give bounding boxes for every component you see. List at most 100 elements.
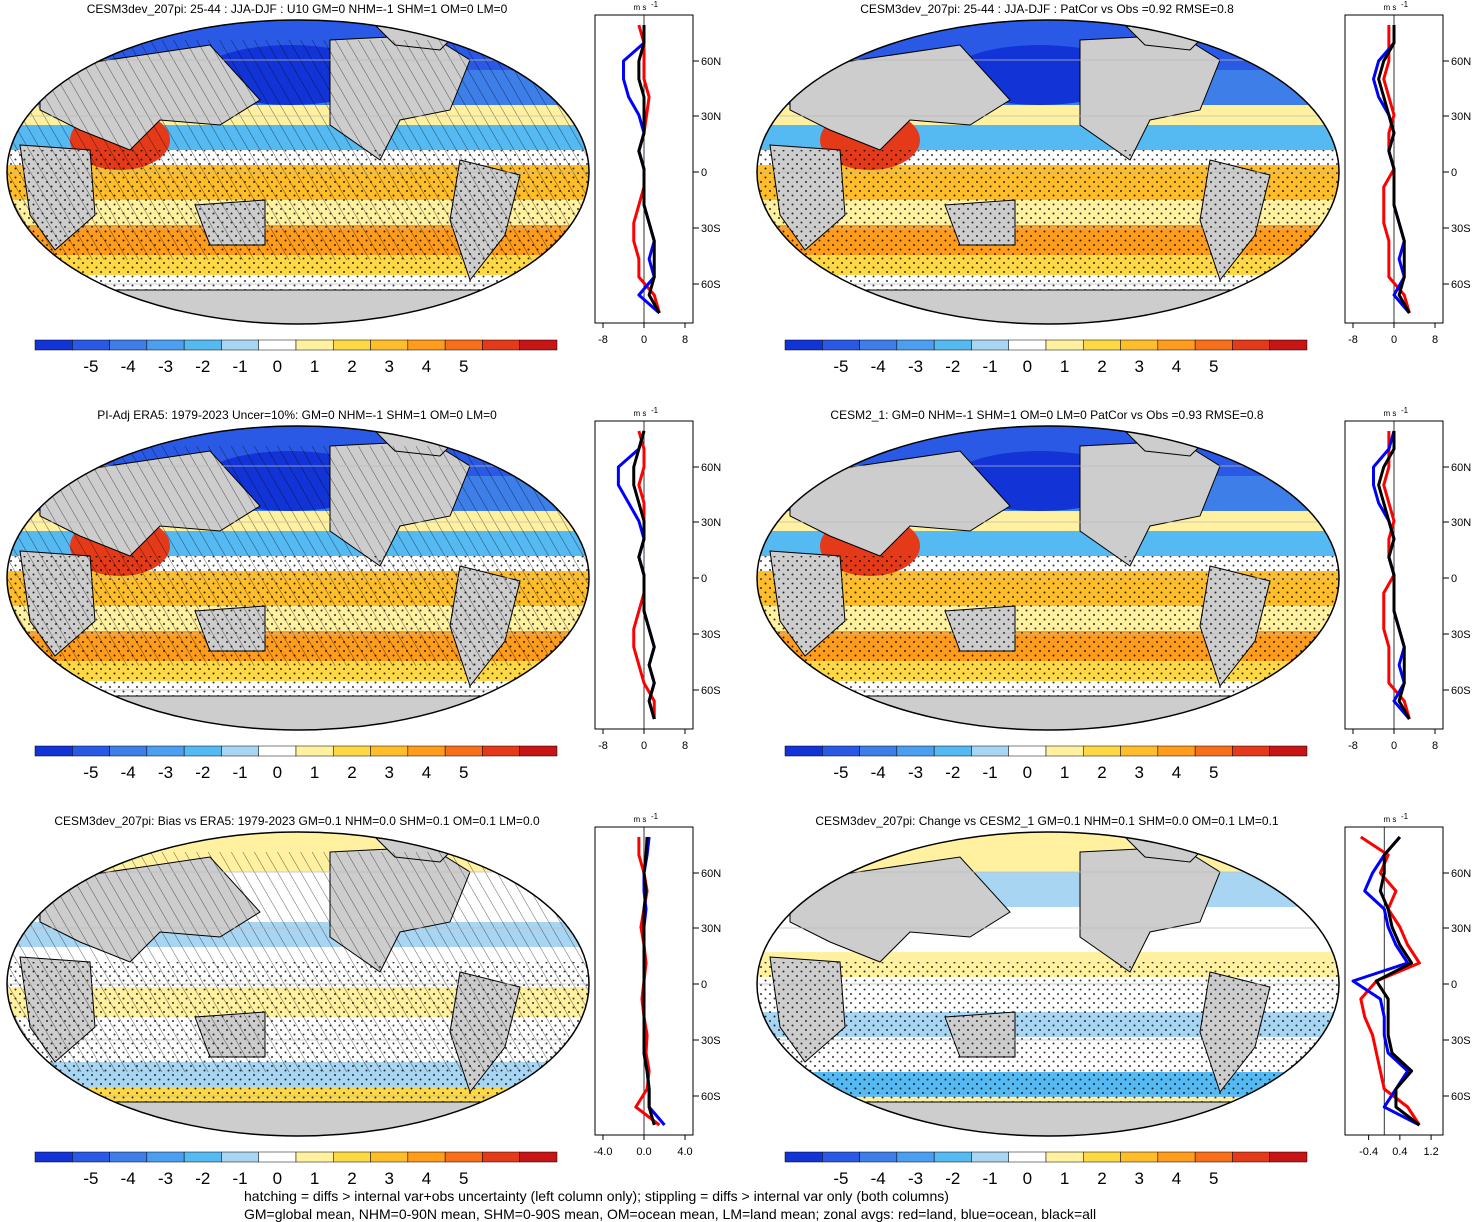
x-tick-label: 0.0: [636, 1146, 651, 1158]
zonal-frame: [1344, 826, 1444, 1136]
unit-exponent: -1: [1401, 0, 1409, 9]
colorbar-cell: [1269, 1151, 1308, 1163]
colorbar-label: 5: [459, 1169, 468, 1188]
map-outline: [756, 19, 1340, 325]
zonal-series-ocean: [1351, 836, 1421, 1127]
colorbar-cell: [1194, 339, 1233, 351]
colorbar-cell: [859, 1151, 898, 1163]
colorbar-cell: [295, 1151, 334, 1163]
colorbar-label: -5: [833, 763, 848, 782]
zonal-mean-panel: m s -1 -8 0 8 60N 30N 0 30S 60S: [594, 0, 721, 346]
panel-title: CESM3dev_207pi: 25-44 : JJA-DJF : PatCor…: [860, 2, 1234, 16]
unit-exponent: -1: [1401, 406, 1409, 415]
lat-label: 0: [1451, 167, 1457, 179]
colorbar-cell: [1232, 339, 1270, 351]
world-map: [7, 20, 589, 324]
lat-label: 30N: [1451, 517, 1471, 529]
lat-label: 0: [701, 167, 707, 179]
colorbar-cell: [971, 745, 1009, 757]
colorbar-label: -3: [158, 1169, 173, 1188]
colorbar-cell: [72, 339, 110, 351]
colorbar-cell: [1194, 745, 1233, 757]
colorbar-cell: [34, 745, 73, 757]
colorbar-label: 0: [1023, 763, 1032, 782]
colorbar-cell: [933, 745, 972, 757]
colorbar-cell: [1157, 1151, 1196, 1163]
unit-label: m s: [634, 815, 647, 824]
colorbar-cell: [146, 339, 185, 351]
colorbar-label: 0: [1023, 357, 1032, 376]
unit-label: m s: [634, 3, 647, 12]
colorbar-label: -4: [871, 1169, 886, 1188]
unit-label: m s: [1384, 815, 1397, 824]
colorbar-cell: [72, 745, 110, 757]
x-tick-label: 8: [682, 740, 688, 752]
lat-label: 30N: [1451, 111, 1471, 123]
lat-label: 30S: [701, 1035, 721, 1047]
colorbar-cell: [1120, 339, 1159, 351]
colorbar-cell: [444, 1151, 483, 1163]
colorbar-cell: [1269, 745, 1308, 757]
colorbar-label: 1: [1060, 763, 1069, 782]
colorbar-label: -3: [908, 357, 923, 376]
colorbar-cell: [444, 339, 483, 351]
colorbar-cell: [258, 339, 297, 351]
colorbar-label: -4: [121, 357, 136, 376]
world-map: [757, 832, 1339, 1136]
panel-title: CESM2_1: GM=0 NHM=-1 SHM=1 OM=0 LM=0 Pat…: [830, 408, 1263, 422]
colorbar-cell: [482, 339, 520, 351]
map-outline: [6, 425, 590, 731]
colorbar-label: 4: [1172, 763, 1181, 782]
colorbar-label: 2: [1097, 1169, 1106, 1188]
colorbar-label: 1: [1060, 1169, 1069, 1188]
colorbar-label: -4: [871, 357, 886, 376]
world-map: [7, 426, 589, 730]
lat-label: 30N: [701, 517, 721, 529]
colorbar-cell: [1008, 745, 1047, 757]
colorbar-cell: [221, 1151, 259, 1163]
colorbar-cell: [1232, 745, 1270, 757]
lat-label: 60N: [701, 462, 721, 474]
colorbar-label: 1: [1060, 357, 1069, 376]
colorbar-cell: [1157, 745, 1196, 757]
colorbar-label: 3: [1134, 1169, 1143, 1188]
colorbar-label: 5: [1209, 357, 1218, 376]
panel-p3: PI-Adj ERA5: 1979-2023 Uncer=10%: GM=0 N…: [6, 406, 721, 782]
colorbar-cell: [72, 1151, 110, 1163]
lat-label: 30S: [1451, 223, 1471, 235]
colorbar-label: 4: [1172, 357, 1181, 376]
colorbar-label: 2: [347, 357, 356, 376]
colorbar-label: 4: [1172, 1169, 1181, 1188]
colorbar-label: 1: [310, 1169, 319, 1188]
colorbar-cell: [1083, 745, 1121, 757]
colorbar-label: -2: [195, 1169, 210, 1188]
colorbar-cell: [1045, 339, 1084, 351]
map-outline: [6, 831, 590, 1137]
lat-label: 0: [701, 979, 707, 991]
colorbar-label: 3: [1134, 763, 1143, 782]
colorbar-label: -3: [908, 1169, 923, 1188]
colorbar-label: -1: [983, 763, 998, 782]
footer-line-2: GM=global mean, NHM=0-90N mean, SHM=0-90…: [244, 1206, 1097, 1222]
colorbar-label: -2: [945, 357, 960, 376]
lat-label: 60S: [701, 279, 721, 291]
hatching: [7, 446, 589, 666]
colorbar-cell: [1269, 339, 1308, 351]
colorbar-label: -5: [833, 357, 848, 376]
colorbar-cell: [896, 1151, 935, 1163]
colorbar-cell: [519, 745, 558, 757]
hatching: [7, 40, 589, 260]
colorbar-label: 1: [310, 763, 319, 782]
panel-p5: CESM3dev_207pi: Bias vs ERA5: 1979-2023 …: [6, 812, 721, 1188]
x-tick-label: 4.0: [677, 1146, 692, 1158]
land-mass: [789, 44, 1011, 151]
colorbar-label: 5: [1209, 1169, 1218, 1188]
colorbar-cell: [34, 339, 73, 351]
lat-label: 30S: [701, 629, 721, 641]
colorbar-label: 0: [1023, 1169, 1032, 1188]
colorbar-cell: [482, 745, 520, 757]
colorbar-cell: [370, 1151, 409, 1163]
colorbar-label: 5: [459, 357, 468, 376]
x-tick-label: 8: [1432, 740, 1438, 752]
colorbar-label: -5: [83, 1169, 98, 1188]
